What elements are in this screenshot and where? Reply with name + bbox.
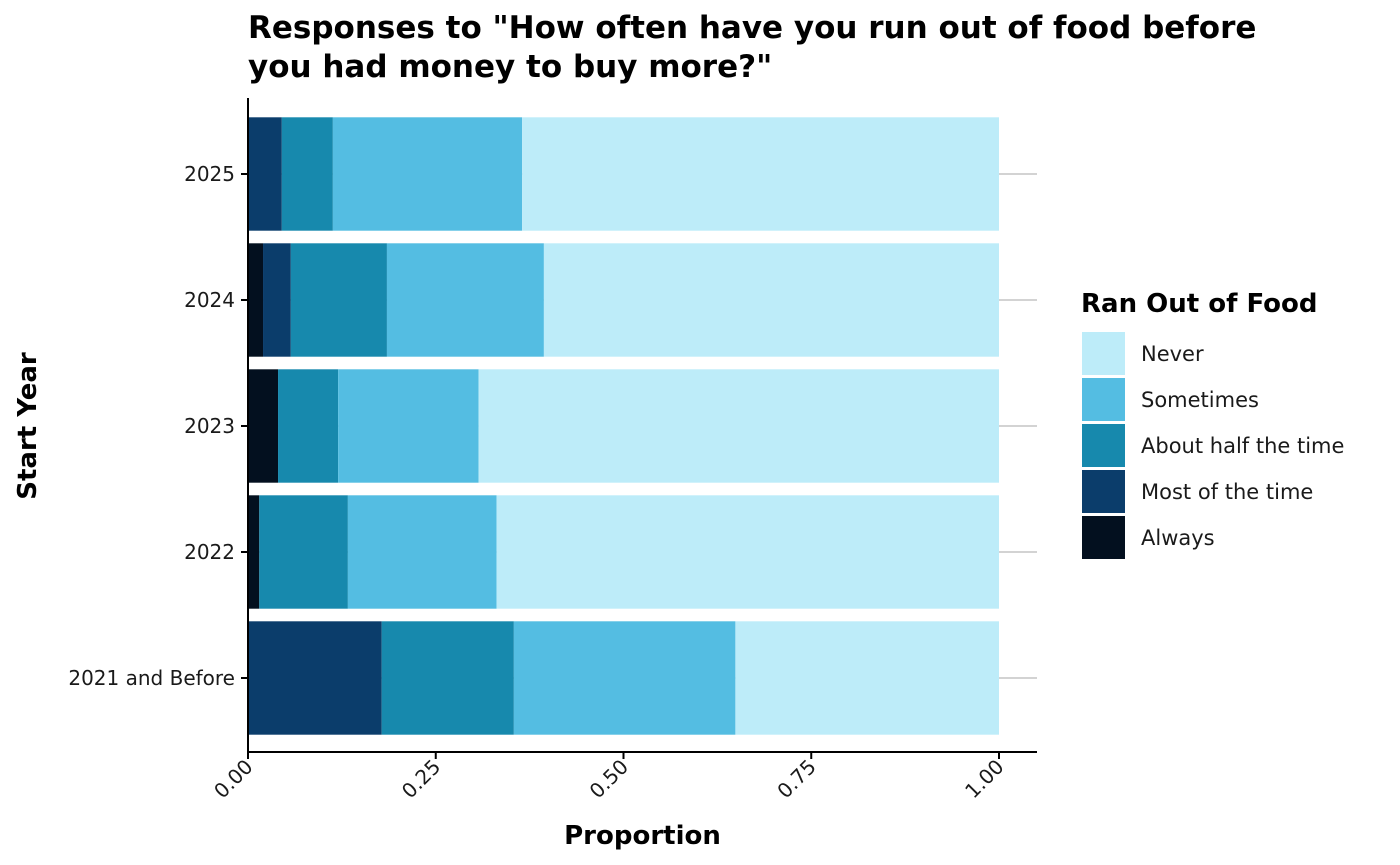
bar-segment bbox=[478, 369, 999, 483]
bar-segment bbox=[263, 243, 291, 357]
bar-segment bbox=[259, 495, 348, 609]
bar-segment bbox=[248, 369, 279, 483]
legend: Ran Out of Food Never Sometimes About half … bbox=[1081, 289, 1344, 559]
x-tick-label: 1.00 bbox=[960, 755, 1008, 803]
legend-item-label: Never bbox=[1141, 342, 1204, 366]
bar-segment bbox=[543, 243, 999, 357]
bar-segment bbox=[386, 243, 544, 357]
bar-segment bbox=[332, 117, 523, 231]
x-tick-label: 0.00 bbox=[209, 755, 257, 803]
x-tick-label: 0.75 bbox=[772, 755, 820, 803]
chart-title-line: Responses to "How often have you run out… bbox=[248, 10, 1256, 46]
bar-segment bbox=[248, 495, 260, 609]
legend-item-label: Always bbox=[1141, 526, 1215, 550]
x-axis-title: Proportion bbox=[564, 821, 721, 851]
bar-segment bbox=[338, 369, 479, 483]
chart-title-line: you had money to buy more?" bbox=[248, 49, 772, 85]
chart-title: Responses to "How often have you run out… bbox=[248, 10, 1256, 85]
legend-item-label: About half the time bbox=[1141, 434, 1344, 458]
bar-segment bbox=[248, 117, 282, 231]
bar-segment bbox=[735, 621, 999, 735]
legend-swatch bbox=[1082, 470, 1125, 513]
legend-swatch bbox=[1082, 378, 1125, 421]
bar-segment bbox=[290, 243, 387, 357]
bar-segment bbox=[496, 495, 999, 609]
y-tick-label: 2024 bbox=[184, 288, 235, 312]
bar-segment bbox=[513, 621, 736, 735]
bar-segment bbox=[248, 243, 264, 357]
y-tick-label: 2021 and Before bbox=[68, 666, 235, 690]
legend-swatch bbox=[1082, 332, 1125, 375]
legend-swatch bbox=[1082, 516, 1125, 559]
bar-segment bbox=[522, 117, 999, 231]
y-tick-label: 2023 bbox=[184, 414, 235, 438]
y-tick-label: 2025 bbox=[184, 162, 235, 186]
y-tick-label: 2022 bbox=[184, 540, 235, 564]
x-tick-label: 0.25 bbox=[397, 755, 445, 803]
bar-segment bbox=[381, 621, 514, 735]
bar-segment bbox=[248, 621, 382, 735]
legend-item-label: Sometimes bbox=[1141, 388, 1259, 412]
bar-segment bbox=[281, 117, 333, 231]
bar-segment bbox=[347, 495, 497, 609]
legend-title: Ran Out of Food bbox=[1081, 289, 1318, 319]
bar-segment bbox=[278, 369, 339, 483]
legend-swatch bbox=[1082, 424, 1125, 467]
legend-item-label: Most of the time bbox=[1141, 480, 1313, 504]
y-axis-title: Start Year bbox=[13, 352, 43, 500]
x-tick-label: 0.50 bbox=[585, 755, 633, 803]
bars bbox=[248, 117, 999, 735]
